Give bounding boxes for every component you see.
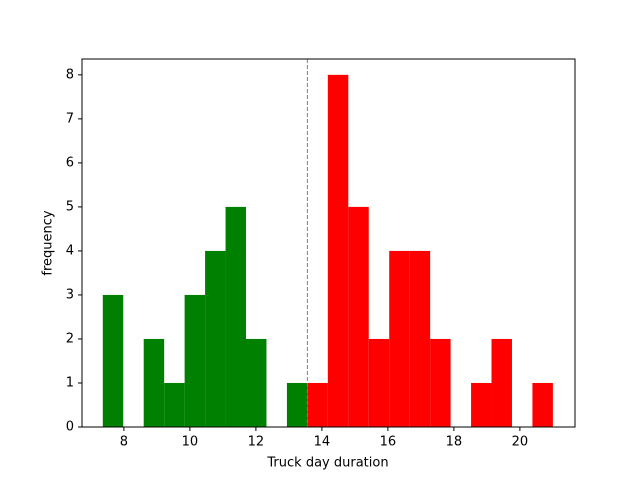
x-tick-label: 16 [380, 435, 397, 450]
x-tick-label: 14 [314, 435, 331, 450]
bar [430, 338, 451, 427]
bar [389, 250, 410, 427]
bar [164, 382, 185, 427]
bar [307, 382, 328, 427]
bar [532, 382, 553, 427]
x-axis-label: Truck day duration [266, 456, 388, 471]
y-axis-label: frequency [41, 210, 56, 276]
x-tick-label: 20 [512, 435, 529, 450]
x-tick-label: 8 [120, 435, 128, 450]
plot-frame [81, 58, 576, 428]
bar [184, 294, 206, 427]
y-tick-label: 3 [66, 287, 74, 302]
bar [286, 382, 308, 427]
bar [205, 250, 226, 427]
y-tick-label: 8 [66, 67, 74, 82]
y-tick-label: 6 [66, 155, 74, 170]
bar [491, 338, 512, 427]
bar [471, 382, 492, 427]
y-tick-label: 7 [66, 111, 74, 126]
y-tick-label: 2 [66, 331, 74, 346]
y-tick-label: 1 [66, 375, 74, 390]
x-tick-label: 18 [446, 435, 463, 450]
bar [368, 338, 390, 427]
bar [102, 294, 124, 427]
bar [143, 338, 165, 427]
bar [246, 338, 267, 427]
x-tick-label: 10 [182, 435, 199, 450]
bar [348, 206, 369, 427]
bar [225, 206, 247, 427]
y-tick-label: 0 [66, 420, 74, 435]
bar [409, 250, 431, 427]
y-tick-label: 4 [66, 243, 74, 258]
x-tick-label: 12 [248, 435, 265, 450]
bar [327, 74, 349, 427]
y-tick-label: 5 [66, 199, 74, 214]
